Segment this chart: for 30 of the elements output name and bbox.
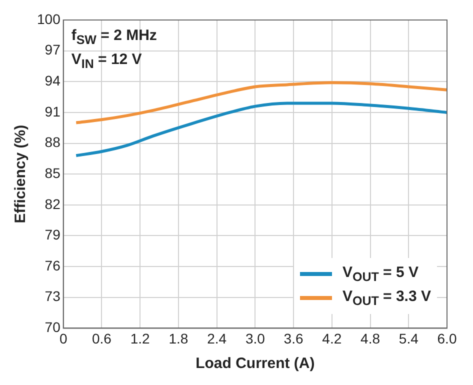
legend-label: V$_{OUT}$ = 5 V (342, 264, 418, 284)
x-tick-label: 1.8 (168, 330, 188, 346)
x-axis-title: Load Current (A) (196, 355, 315, 372)
x-tick-label: 4.2 (322, 330, 342, 346)
line-series (74, 81, 447, 124)
y-tick-label: 88 (44, 134, 61, 150)
y-tick-label: 82 (44, 196, 61, 212)
y-tick-label: 79 (44, 226, 61, 243)
legend-label: V$_{OUT}$ = 3.3 V (342, 288, 431, 308)
y-tick-label: 97 (44, 42, 61, 58)
y-tick-label: 76 (44, 257, 61, 274)
x-tick-label: 5.4 (398, 330, 419, 346)
y-tick-label: 70 (44, 319, 61, 336)
y-axis-title: Efficiency (%) (12, 124, 30, 224)
x-tick-label: 4.8 (360, 330, 380, 346)
x-tick-label: 0.6 (92, 330, 112, 346)
x-tick-label: 3.0 (245, 330, 266, 346)
y-tick-label: 73 (44, 288, 61, 304)
x-tick-label: 2.4 (207, 330, 227, 346)
y-tick-label: 100 (37, 10, 61, 27)
line-series (74, 102, 447, 158)
x-tick-label: 3.6 (284, 330, 304, 346)
y-tick-label: 91 (44, 103, 61, 120)
x-tick-label: 6.0 (437, 330, 457, 346)
annotation: f$_{SW}$ = 2 MHz (71, 26, 157, 49)
annotation: V$_{IN}$ = 12 V (71, 50, 143, 73)
y-tick-label: 85 (44, 164, 61, 181)
x-tick-label: 0 (59, 330, 68, 346)
y-tick-label: 94 (44, 72, 61, 88)
x-tick-label: 1.2 (130, 330, 150, 346)
